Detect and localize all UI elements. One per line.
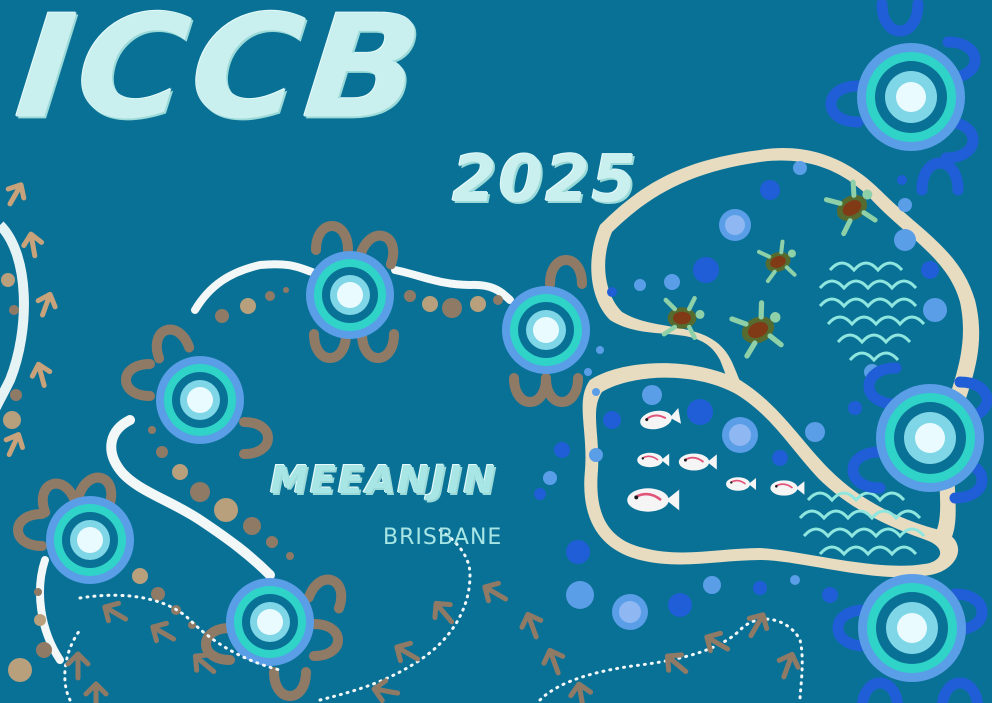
footprint-trail xyxy=(68,578,801,703)
event-year: 2025 xyxy=(452,143,639,217)
white-curve-bottom-left xyxy=(36,556,64,664)
motif-top-right xyxy=(857,43,965,151)
island-lower-inner xyxy=(595,377,941,566)
event-title: ICCB xyxy=(9,0,433,151)
motif-center-top xyxy=(306,251,394,339)
scale-pattern-lower xyxy=(798,491,926,557)
white-curve-left xyxy=(106,415,275,580)
blue-dot-field xyxy=(534,161,947,630)
white-curve-center xyxy=(191,260,514,314)
motif-center-right xyxy=(502,286,590,374)
place-name: MEEANJIN xyxy=(270,458,498,502)
motif-left xyxy=(156,356,244,444)
motif-mid-right xyxy=(876,384,984,492)
motif-bottom-left xyxy=(46,496,134,584)
scale-pattern-upper xyxy=(818,261,926,363)
left-white-curve xyxy=(0,221,29,411)
city-name: BRISBANE xyxy=(383,525,503,550)
motif-bottom-center xyxy=(226,578,314,666)
motif-bottom-right xyxy=(858,574,966,682)
